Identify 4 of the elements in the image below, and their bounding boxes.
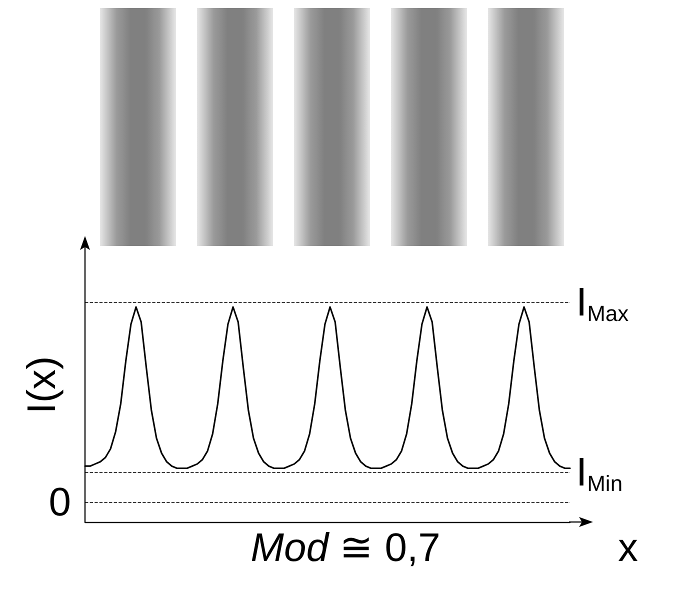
y-axis-title: I(x) bbox=[20, 356, 64, 414]
text: Mod ≅ 0,7 bbox=[250, 526, 440, 570]
ref-line-label: 0 bbox=[48, 480, 71, 525]
x-axis-title: x bbox=[618, 526, 638, 570]
